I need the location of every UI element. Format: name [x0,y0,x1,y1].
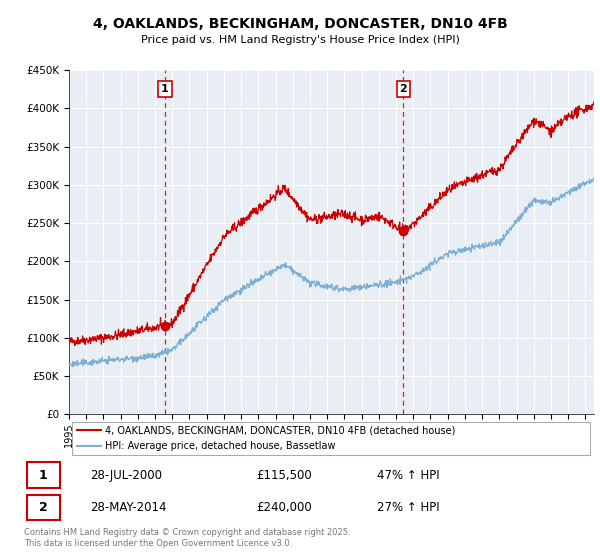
Text: Contains HM Land Registry data © Crown copyright and database right 2025.
This d: Contains HM Land Registry data © Crown c… [24,528,350,548]
Text: £115,500: £115,500 [256,469,311,482]
Text: HPI: Average price, detached house, Bassetlaw: HPI: Average price, detached house, Bass… [105,441,335,451]
FancyBboxPatch shape [27,494,60,520]
Text: 27% ↑ HPI: 27% ↑ HPI [377,501,440,514]
Text: 2: 2 [39,501,47,514]
Text: 4, OAKLANDS, BECKINGHAM, DONCASTER, DN10 4FB: 4, OAKLANDS, BECKINGHAM, DONCASTER, DN10… [92,17,508,31]
Text: 4, OAKLANDS, BECKINGHAM, DONCASTER, DN10 4FB (detached house): 4, OAKLANDS, BECKINGHAM, DONCASTER, DN10… [105,425,455,435]
Text: 1: 1 [39,469,47,482]
Text: 28-JUL-2000: 28-JUL-2000 [90,469,162,482]
FancyBboxPatch shape [27,463,60,488]
Text: 47% ↑ HPI: 47% ↑ HPI [377,469,440,482]
Text: 1: 1 [161,84,169,94]
Text: Price paid vs. HM Land Registry's House Price Index (HPI): Price paid vs. HM Land Registry's House … [140,35,460,45]
Text: £240,000: £240,000 [256,501,311,514]
Text: 2: 2 [400,84,407,94]
Text: 28-MAY-2014: 28-MAY-2014 [90,501,167,514]
FancyBboxPatch shape [71,422,590,455]
